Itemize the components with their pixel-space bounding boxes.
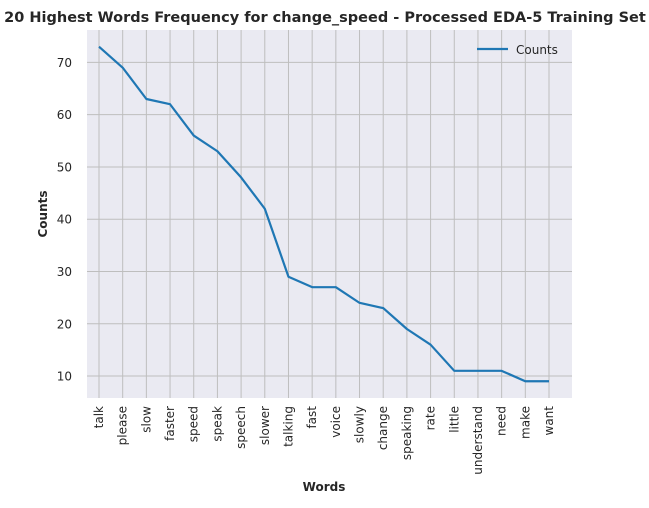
x-tick-label: little: [447, 406, 461, 433]
plot-area: [87, 30, 572, 398]
x-tick-label: talk: [92, 406, 106, 428]
series-line-counts: [98, 45, 549, 383]
y-tick-label: 40: [57, 213, 72, 227]
x-tick-label: faster: [163, 406, 177, 441]
x-tick-label: speed: [187, 406, 201, 442]
x-tick-label: make: [518, 406, 532, 439]
x-tick-label: need: [495, 406, 509, 436]
y-tick-label: 10: [57, 370, 72, 384]
grid-lines: [87, 30, 572, 398]
x-tick-label: speech: [234, 406, 248, 449]
y-tick-label: 30: [57, 265, 72, 279]
y-tick-label: 60: [57, 108, 72, 122]
y-axis-label: Counts: [36, 190, 50, 237]
x-axis-ticks: talk please slow faster speed speak speech slow…: [92, 406, 556, 475]
x-tick-label: understand: [471, 406, 485, 475]
x-tick-label: talking: [281, 406, 295, 447]
x-tick-label: want: [542, 406, 556, 436]
x-tick-label: fast: [305, 406, 319, 429]
legend: Counts: [477, 43, 558, 57]
x-tick-label: speaking: [400, 406, 414, 460]
y-tick-label: 50: [57, 160, 72, 174]
chart-title: 20 Highest Words Frequency for change_sp…: [4, 10, 646, 26]
x-tick-label: slowly: [353, 406, 367, 443]
x-tick-label: please: [116, 406, 130, 445]
x-tick-label: change: [376, 406, 390, 450]
y-axis-ticks: 10 20 30 40 50 60 70: [57, 56, 72, 384]
x-tick-label: rate: [424, 406, 438, 430]
y-tick-label: 70: [57, 56, 72, 70]
legend-label-counts: Counts: [516, 43, 558, 57]
x-axis-label: Words: [303, 480, 346, 494]
x-tick-label: slower: [258, 406, 272, 445]
x-tick-label: voice: [329, 406, 343, 438]
x-tick-label: speak: [210, 406, 224, 442]
x-tick-label: slow: [139, 406, 153, 433]
y-tick-label: 20: [57, 317, 72, 331]
